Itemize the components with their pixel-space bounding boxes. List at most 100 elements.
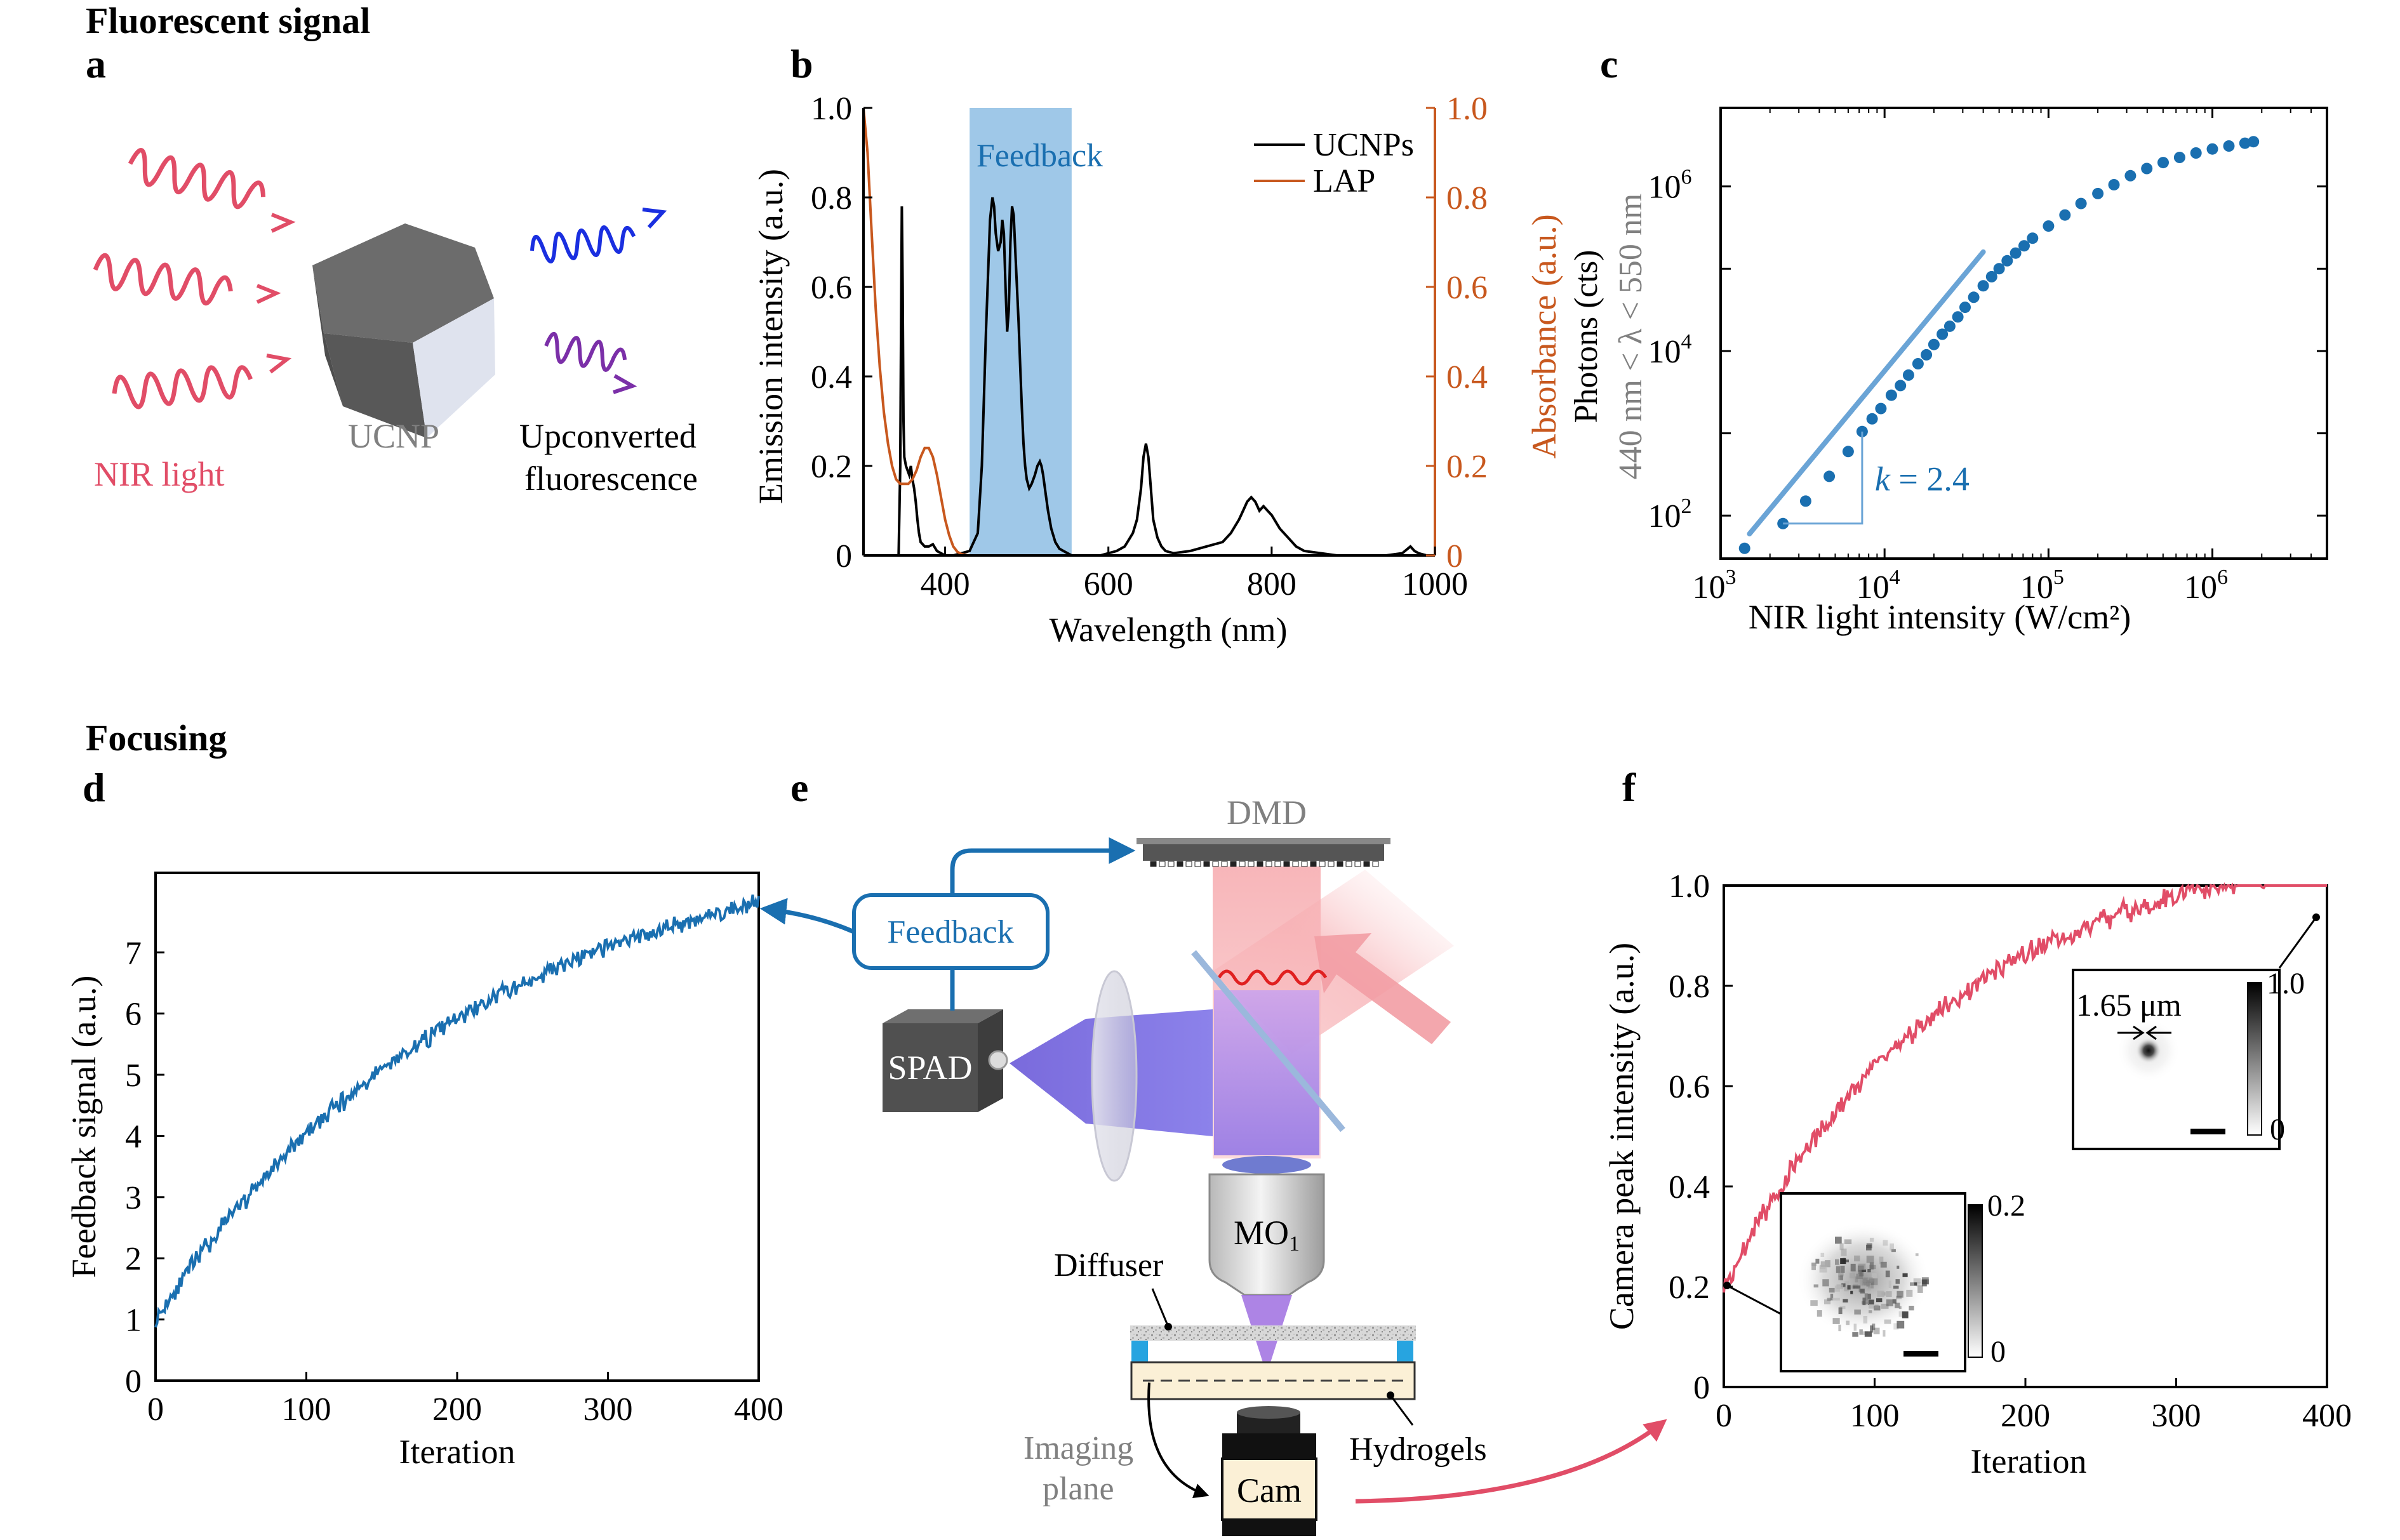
speckle-grain bbox=[1836, 1266, 1840, 1273]
speckle-grain bbox=[1840, 1258, 1846, 1265]
inset-top-pointer-dot-icon bbox=[2312, 913, 2320, 921]
speckle-grain bbox=[1897, 1320, 1905, 1329]
f-xlabel: Iteration bbox=[1971, 1442, 2087, 1480]
speckle-grain bbox=[1839, 1243, 1844, 1251]
scale-arrow-right-icon bbox=[2145, 1025, 2171, 1040]
ucnp-label: UCNP bbox=[348, 417, 439, 455]
speckle-grain bbox=[1867, 1283, 1871, 1291]
speckle-grain bbox=[1886, 1299, 1893, 1306]
speckle-grain bbox=[1891, 1249, 1896, 1252]
speckle-grain bbox=[1820, 1252, 1825, 1257]
hydrogels-pointer-dot-icon bbox=[1387, 1391, 1394, 1399]
d-ytick-label: 5 bbox=[125, 1058, 142, 1094]
speckle-grain bbox=[1832, 1318, 1840, 1324]
inset-bottom-pointer-dot-icon bbox=[1723, 1282, 1731, 1289]
inset-bottom-colorbar bbox=[1968, 1204, 1983, 1358]
c-xtick-exp: 4 bbox=[1890, 566, 1900, 589]
speckle-grain bbox=[1859, 1329, 1863, 1335]
speckle-grain bbox=[1897, 1291, 1903, 1298]
panel-letter-d: d bbox=[83, 765, 105, 810]
f-xtick-label: 100 bbox=[1850, 1398, 1900, 1434]
inset-bottom-cbar-max: 0.2 bbox=[1987, 1189, 2025, 1223]
c-xtick-exp: 3 bbox=[1726, 566, 1737, 589]
speckle-grain bbox=[1916, 1282, 1921, 1287]
c-data-point bbox=[2059, 209, 2071, 221]
speckle-grain bbox=[1868, 1299, 1874, 1305]
speckle-grain bbox=[1902, 1273, 1908, 1277]
d-ytick-label: 3 bbox=[125, 1180, 142, 1216]
dmd-label: DMD bbox=[1227, 793, 1307, 832]
speckle-grain bbox=[1883, 1330, 1886, 1337]
f-ytick-label: 1.0 bbox=[1669, 868, 1710, 905]
dmd-mirror bbox=[1159, 861, 1166, 867]
c-xtick-exp: 6 bbox=[2217, 566, 2228, 589]
speckle-grain bbox=[1853, 1324, 1857, 1331]
speckle-grain bbox=[1883, 1240, 1888, 1246]
b-ytick-label: 0.8 bbox=[811, 180, 852, 216]
speckle-grain bbox=[1838, 1273, 1844, 1277]
c-data-point bbox=[2010, 247, 2022, 259]
speckle-grain bbox=[1844, 1281, 1849, 1289]
speckle-grain bbox=[1871, 1273, 1877, 1279]
c-data-point bbox=[1738, 542, 1750, 554]
f-xtick-label: 400 bbox=[2302, 1398, 2352, 1434]
speckle-grain bbox=[1862, 1269, 1866, 1272]
speckle-grain bbox=[1893, 1285, 1899, 1289]
diffuser-slab bbox=[1130, 1325, 1416, 1341]
section-title-focusing: Focusing bbox=[86, 717, 227, 759]
speckle-grain bbox=[1896, 1296, 1902, 1299]
dmd-mirror bbox=[1363, 861, 1370, 867]
speckle-grain bbox=[1855, 1276, 1858, 1283]
speckle-grain bbox=[1853, 1285, 1861, 1289]
c-ylabel-line2: 440 nm < λ < 550 nm bbox=[1613, 194, 1649, 480]
inset-top-scale-label: 1.65 μm bbox=[2076, 987, 2182, 1023]
inset-top-colorbar bbox=[2247, 982, 2262, 1136]
f-ytick-label: 0.8 bbox=[1669, 969, 1710, 1005]
d-xtick-label: 400 bbox=[734, 1391, 783, 1428]
dmd-mirror bbox=[1203, 861, 1210, 867]
speckle-grain bbox=[1902, 1311, 1909, 1318]
d-ytick-label: 4 bbox=[125, 1118, 142, 1155]
diffuser-label: Diffuser bbox=[1054, 1247, 1163, 1284]
speckle-grain bbox=[1835, 1237, 1842, 1244]
dmd-mirror bbox=[1319, 861, 1326, 867]
nir-light-label: NIR light bbox=[94, 455, 225, 493]
violet-beam bbox=[1214, 990, 1319, 1155]
c-data-point bbox=[2157, 157, 2169, 169]
camera-base bbox=[1222, 1518, 1316, 1536]
c-plot-frame bbox=[1719, 107, 2328, 560]
c-data-point bbox=[1959, 302, 1971, 314]
nir-arrowhead-icon bbox=[256, 284, 281, 304]
inset-top-cbar-min: 0 bbox=[2270, 1113, 2285, 1146]
f-ytick-label: 0.2 bbox=[1669, 1270, 1710, 1306]
panel-letter-a: a bbox=[86, 41, 106, 86]
speckle-grain bbox=[1884, 1319, 1891, 1324]
dmd-mirror bbox=[1292, 861, 1299, 867]
mo-label-sub: 1 bbox=[1289, 1232, 1300, 1256]
power-law-fit-line bbox=[1747, 249, 1986, 536]
speckle-grain bbox=[1811, 1262, 1817, 1266]
speckle-grain bbox=[1847, 1285, 1851, 1290]
slope-k-value: = 2.4 bbox=[1890, 460, 1970, 498]
speckle-grain bbox=[1868, 1281, 1874, 1289]
speckle-grain bbox=[1824, 1299, 1831, 1304]
c-xtick-base: 10 bbox=[1693, 569, 1726, 606]
speckle-grain bbox=[1888, 1280, 1891, 1288]
hydrogels-label: Hydrogels bbox=[1349, 1431, 1487, 1468]
f-ytick-label: 0.6 bbox=[1669, 1069, 1710, 1105]
d-ylabel: Feedback signal (a.u.) bbox=[65, 976, 103, 1278]
dmd-mirror bbox=[1337, 861, 1343, 867]
speckle-grain bbox=[1817, 1310, 1822, 1317]
inset-bottom-cbar-min: 0 bbox=[1990, 1335, 2006, 1369]
dmd-mirror bbox=[1274, 861, 1281, 867]
c-data-point bbox=[2248, 136, 2260, 148]
legend-ucnps-label: UCNPs bbox=[1313, 127, 1414, 163]
c-data-point bbox=[2027, 232, 2039, 244]
speckle-grain bbox=[1838, 1307, 1843, 1315]
speckle-grain bbox=[1856, 1273, 1863, 1279]
dmd-mirror bbox=[1328, 861, 1335, 867]
c-data-point bbox=[2190, 147, 2202, 159]
dmd-mirror bbox=[1248, 861, 1255, 867]
c-xtick-label: 105 bbox=[2020, 566, 2064, 606]
